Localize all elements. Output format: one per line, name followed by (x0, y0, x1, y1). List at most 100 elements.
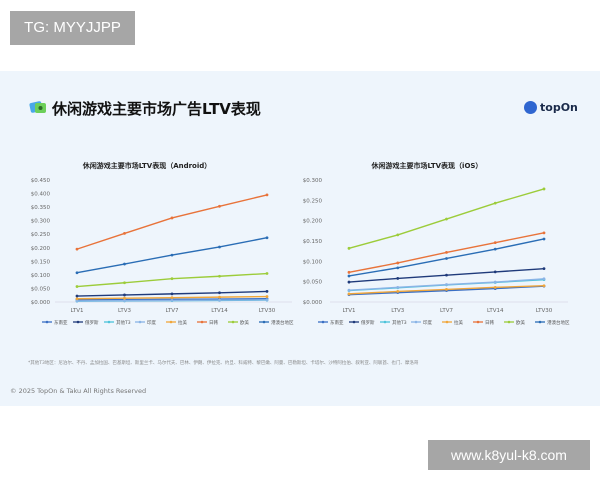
data-point (265, 193, 269, 197)
data-point (542, 284, 546, 288)
data-point (445, 217, 448, 221)
legend-marker (231, 320, 235, 324)
data-point (542, 187, 546, 191)
data-point (75, 271, 79, 275)
data-point (170, 253, 174, 257)
y-tick-label: $0.050 (303, 280, 323, 286)
x-tick-label: LTV3 (118, 308, 131, 314)
data-point (123, 281, 126, 285)
y-tick-label: $0.150 (303, 239, 323, 245)
y-tick-label: $0.350 (31, 205, 51, 211)
data-point (396, 290, 400, 293)
data-point (396, 266, 400, 270)
data-point (542, 231, 546, 235)
legend-marker (138, 320, 142, 324)
data-point (493, 270, 497, 274)
data-point (542, 267, 546, 271)
data-point (170, 298, 174, 302)
legend-label: 拉美 (178, 319, 187, 326)
legend-marker (352, 320, 356, 324)
legend-marker (262, 320, 266, 324)
data-point (265, 298, 269, 302)
data-point (218, 245, 221, 249)
legend-label: 港澳台地区 (271, 319, 294, 326)
legend-label: 印度 (423, 319, 432, 326)
x-tick-label: LTV7 (440, 308, 453, 314)
data-point (170, 296, 174, 300)
watermark-bottom: www.k8yul-k8.com (428, 440, 590, 470)
legend-marker (507, 320, 511, 324)
legend-marker (445, 320, 449, 324)
data-point (75, 247, 79, 251)
legend-label: 东南亚 (330, 319, 344, 326)
data-point (75, 299, 79, 303)
data-point (123, 293, 126, 297)
topon-logo: topOn (524, 101, 578, 114)
data-point (542, 237, 546, 241)
data-point (493, 280, 497, 284)
topon-logo-icon (524, 101, 537, 114)
legend-label: 日韩 (209, 319, 218, 326)
x-tick-label: LTV30 (259, 308, 276, 314)
legend-label: 港澳台地区 (547, 319, 570, 326)
y-tick-label: $0.100 (31, 273, 51, 279)
data-point (218, 298, 221, 302)
y-tick-label: $0.400 (31, 192, 51, 198)
legend-label: 俄罗斯 (361, 319, 375, 326)
legend-label: 东南亚 (54, 319, 68, 326)
chart-title: 休闲游戏主要市场LTV表现（iOS） (371, 161, 483, 170)
data-point (396, 285, 400, 289)
y-tick-label: $0.000 (303, 300, 323, 306)
y-tick-label: $0.000 (31, 300, 51, 306)
data-point (265, 272, 269, 275)
slide-panel: 休闲游戏主要市场广告LTV表现 topOn 休闲游戏主要市场LTV表现（Andr… (0, 71, 600, 406)
data-point (265, 290, 269, 293)
legend-marker (76, 320, 80, 324)
data-point (542, 277, 546, 281)
data-point (396, 261, 400, 265)
data-point (445, 273, 448, 277)
y-tick-label: $0.250 (31, 232, 51, 238)
data-point (493, 241, 497, 245)
legend-marker (107, 320, 111, 324)
data-point (445, 257, 448, 260)
y-tick-label: $0.450 (31, 178, 51, 184)
data-point (445, 287, 448, 291)
x-tick-label: LTV7 (166, 308, 179, 314)
data-point (218, 204, 221, 208)
data-point (347, 274, 351, 278)
copyright: © 2025 TopOn & Taku All Rights Reserved (10, 387, 147, 395)
legend-marker (476, 320, 480, 324)
legend-label: 其他T3 (392, 319, 407, 326)
data-point (170, 292, 174, 296)
legend-marker (45, 320, 49, 324)
x-tick-label: LTV3 (391, 308, 404, 314)
legend-marker (383, 320, 387, 324)
data-point (347, 288, 351, 292)
x-tick-label: LTV30 (536, 308, 553, 314)
y-tick-label: $0.050 (31, 286, 51, 292)
x-tick-label: LTV14 (211, 308, 228, 314)
legend-marker (538, 320, 542, 324)
legend-label: 拉美 (454, 319, 463, 326)
chart-title: 休闲游戏主要市场LTV表现（Android） (82, 161, 212, 170)
legend-label: 日韩 (485, 319, 494, 326)
ios-ltv-chart: 休闲游戏主要市场LTV表现（iOS） $0.000 $0.050 $0.100 $0.1… (303, 161, 570, 326)
x-tick-label: LTV1 (71, 308, 84, 314)
legend-marker (200, 320, 204, 324)
y-tick-label: $0.100 (303, 259, 323, 265)
data-point (75, 294, 79, 298)
page-title: 休闲游戏主要市场广告LTV表现 (52, 100, 261, 118)
data-point (123, 262, 126, 266)
y-tick-label: $0.300 (303, 178, 323, 184)
data-point (396, 277, 400, 280)
legend-marker (321, 320, 325, 324)
footnote: *其他T3地区：尼泊尔、不丹、孟加拉国、巴基斯坦、斯里兰卡、马尔代夫、巴林、伊朗… (28, 361, 419, 366)
y-tick-label: $0.200 (31, 246, 51, 252)
data-point (396, 233, 400, 237)
data-point (445, 250, 448, 254)
data-point (493, 201, 497, 205)
data-point (123, 296, 126, 300)
x-tick-label: LTV1 (343, 308, 356, 314)
data-point (123, 299, 126, 303)
